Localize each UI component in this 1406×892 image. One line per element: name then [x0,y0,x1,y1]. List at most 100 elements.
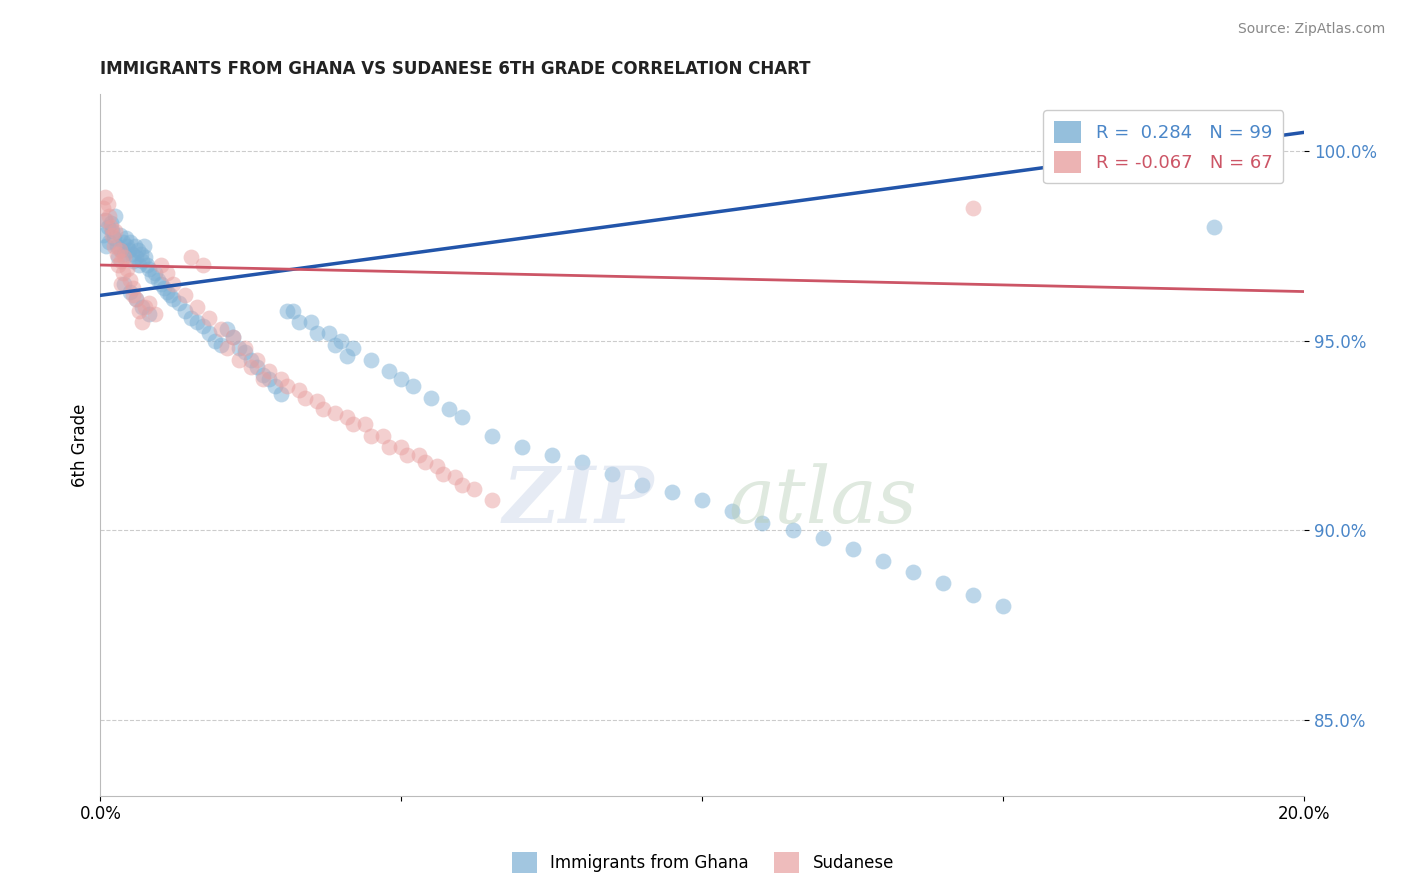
Point [209,337,232,351]
Point [93,227,115,242]
Point [209,322,232,336]
Point [246,352,269,367]
Point [104,209,127,223]
Point [118,243,141,257]
Point [112,246,135,260]
Point [439,402,461,417]
Point [264,379,287,393]
Point [138,261,160,276]
Point [108,227,131,242]
Point [186,315,208,329]
Point [120,235,142,250]
Point [360,352,382,367]
Point [122,288,145,302]
Point [131,315,153,329]
Point [96,239,118,253]
Point [432,467,454,481]
Point [540,448,562,462]
Point [107,251,129,265]
Point [415,455,437,469]
Point [378,440,401,454]
Point [378,364,401,378]
Point [228,352,250,367]
Point [96,212,118,227]
Point [129,246,152,260]
Point [360,428,382,442]
Point [114,231,136,245]
Point [901,565,924,579]
Point [143,307,166,321]
Point [426,458,449,473]
Point [134,251,156,265]
Point [104,224,127,238]
Point [288,383,311,397]
Point [180,311,202,326]
Point [233,342,256,356]
Point [252,368,274,382]
Point [661,485,683,500]
Point [481,428,503,442]
Point [257,364,280,378]
Point [690,493,713,508]
Point [110,254,132,268]
Point [132,239,155,253]
Point [112,251,135,265]
Point [571,455,593,469]
Point [330,334,353,348]
Point [120,285,142,299]
Point [842,542,865,557]
Point [450,478,472,492]
Point [962,588,984,602]
Point [389,440,412,454]
Legend: R =  0.284   N = 99, R = -0.067   N = 67: R = 0.284 N = 99, R = -0.067 N = 67 [1043,111,1284,184]
Point [408,448,430,462]
Point [239,352,262,367]
Point [128,303,150,318]
Point [281,303,304,318]
Point [136,258,159,272]
Point [97,197,120,211]
Point [112,266,135,280]
Point [342,342,364,356]
Point [222,330,245,344]
Point [117,261,139,276]
Point [299,315,322,329]
Point [962,201,984,215]
Point [811,531,834,545]
Point [103,239,125,253]
Point [323,337,346,351]
Point [121,246,143,260]
Point [143,266,166,280]
Point [97,220,120,235]
Point [159,288,181,302]
Point [932,576,955,591]
Point [94,190,117,204]
Point [131,254,153,268]
Point [186,300,208,314]
Point [389,372,412,386]
Text: atlas: atlas [728,463,917,540]
Point [402,379,425,393]
Point [98,209,121,223]
Point [167,296,190,310]
Point [108,243,131,257]
Point [215,342,238,356]
Point [100,220,122,235]
Point [134,300,156,314]
Point [127,243,149,257]
Point [444,470,467,484]
Point [1263,125,1285,139]
Point [125,292,148,306]
Point [112,235,135,250]
Point [120,273,142,287]
Point [354,417,377,432]
Legend: Immigrants from Ghana, Sudanese: Immigrants from Ghana, Sudanese [506,846,900,880]
Point [246,360,269,375]
Point [117,239,139,253]
Point [138,307,160,321]
Y-axis label: 6th Grade: 6th Grade [72,403,89,487]
Point [305,326,328,341]
Point [305,394,328,409]
Point [162,292,184,306]
Point [721,504,744,518]
